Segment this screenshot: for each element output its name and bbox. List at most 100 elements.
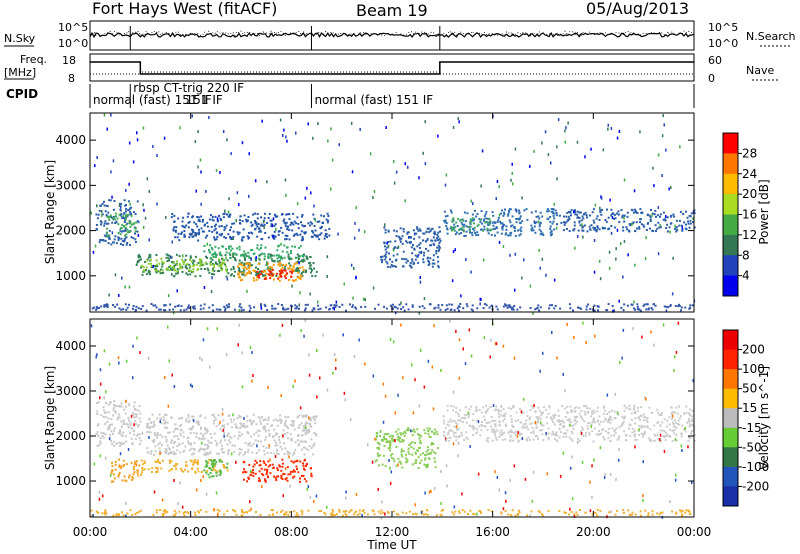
power-echo-cell	[270, 219, 273, 222]
velocity-echo-cell	[622, 511, 625, 514]
power-noise-cell	[350, 263, 353, 267]
power-echo-cell	[295, 222, 298, 225]
velocity-echo-cell	[634, 417, 637, 420]
power-echo-cell	[252, 269, 255, 272]
power-echo-cell	[170, 261, 173, 264]
velocity-echo-cell	[504, 423, 507, 426]
power-echo-cell	[587, 303, 590, 306]
velocity-echo-cell	[164, 413, 166, 416]
velocity-echo-cell	[392, 435, 395, 438]
velocity-echo-cell	[255, 423, 258, 426]
power-echo-cell	[552, 208, 555, 211]
colorbar-swatch	[723, 255, 738, 277]
power-echo-cell	[582, 225, 585, 228]
power-echo-cell	[304, 271, 307, 274]
power-noise-cell	[616, 136, 619, 140]
power-echo-cell	[220, 234, 223, 237]
power-echo-cell	[245, 218, 248, 221]
power-noise-cell	[191, 114, 193, 118]
velocity-echo-cell	[471, 425, 474, 427]
velocity-noise-cell	[307, 485, 310, 489]
power-noise-cell	[304, 196, 307, 200]
velocity-echo-cell	[120, 433, 123, 436]
velocity-echo-cell	[173, 441, 176, 443]
velocity-echo-cell	[373, 513, 376, 516]
power-echo-cell	[377, 303, 380, 306]
velocity-echo-cell	[280, 476, 283, 479]
velocity-echo-cell	[639, 514, 642, 517]
velocity-noise-cell	[680, 444, 683, 448]
power-echo-cell	[136, 220, 139, 223]
power-echo-cell	[189, 255, 192, 258]
power-echo-cell	[185, 264, 187, 267]
power-echo-cell	[294, 278, 297, 281]
power-echo-cell	[487, 217, 490, 220]
power-echo-cell	[540, 232, 543, 235]
power-echo-cell	[567, 215, 570, 218]
power-echo-cell	[245, 255, 248, 258]
power-echo-cell	[568, 210, 570, 213]
power-echo-cell	[649, 227, 651, 230]
velocity-noise-cell	[662, 323, 665, 327]
power-ytick-label: 3000	[55, 178, 86, 192]
power-echo-cell	[649, 216, 652, 219]
velocity-echo-cell	[426, 427, 429, 430]
velocity-echo-cell	[453, 434, 455, 437]
power-echo-cell	[390, 264, 393, 266]
velocity-echo-cell	[187, 416, 190, 419]
velocity-echo-cell	[580, 416, 583, 419]
velocity-noise-cell	[206, 327, 209, 331]
power-echo-cell	[593, 309, 596, 312]
power-echo-cell	[592, 226, 595, 229]
velocity-echo-cell	[166, 426, 168, 429]
power-echo-cell	[189, 273, 192, 276]
velocity-echo-cell	[266, 468, 268, 471]
power-echo-cell	[486, 229, 489, 232]
power-echo-cell	[450, 303, 453, 306]
power-echo-cell	[213, 236, 216, 239]
power-echo-cell	[513, 230, 516, 232]
power-echo-cell	[106, 205, 109, 208]
velocity-echo-cell	[623, 415, 626, 418]
velocity-noise-cell	[96, 353, 98, 357]
velocity-echo-cell	[171, 439, 173, 442]
velocity-echo-cell	[542, 411, 544, 414]
velocity-noise-cell	[167, 325, 169, 329]
velocity-echo-cell	[569, 405, 572, 408]
velocity-echo-cell	[424, 432, 427, 435]
power-noise-cell	[275, 227, 277, 231]
velocity-echo-cell	[164, 448, 167, 451]
power-echo-cell	[384, 231, 387, 234]
power-echo-cell	[581, 229, 584, 232]
velocity-echo-cell	[168, 469, 171, 472]
power-echo-cell	[159, 308, 162, 311]
power-echo-cell	[284, 277, 287, 280]
velocity-echo-cell	[406, 460, 409, 463]
power-echo-cell	[270, 257, 273, 260]
velocity-echo-cell	[209, 472, 212, 474]
velocity-echo-cell	[135, 423, 137, 426]
velocity-noise-cell	[249, 345, 252, 349]
velocity-noise-cell	[692, 379, 694, 383]
power-noise-cell	[194, 140, 197, 144]
power-echo-cell	[614, 217, 617, 220]
power-echo-cell	[123, 240, 126, 243]
velocity-echo-cell	[591, 412, 594, 415]
velocity-echo-cell	[555, 433, 557, 436]
power-echo-cell	[593, 221, 596, 224]
velocity-echo-cell	[113, 400, 116, 403]
power-echo-cell	[665, 227, 668, 229]
velocity-echo-cell	[151, 413, 154, 416]
power-noise-cell	[327, 139, 329, 143]
velocity-echo-cell	[306, 422, 309, 425]
power-echo-cell	[505, 304, 508, 307]
power-echo-cell	[471, 217, 474, 220]
velocity-echo-cell	[139, 420, 142, 423]
power-echo-cell	[472, 227, 474, 230]
power-noise-cell	[172, 311, 175, 315]
power-echo-cell	[501, 222, 504, 225]
velocity-echo-cell	[512, 425, 515, 428]
power-echo-cell	[313, 267, 316, 270]
power-echo-cell	[689, 304, 692, 307]
power-echo-cell	[186, 263, 189, 266]
